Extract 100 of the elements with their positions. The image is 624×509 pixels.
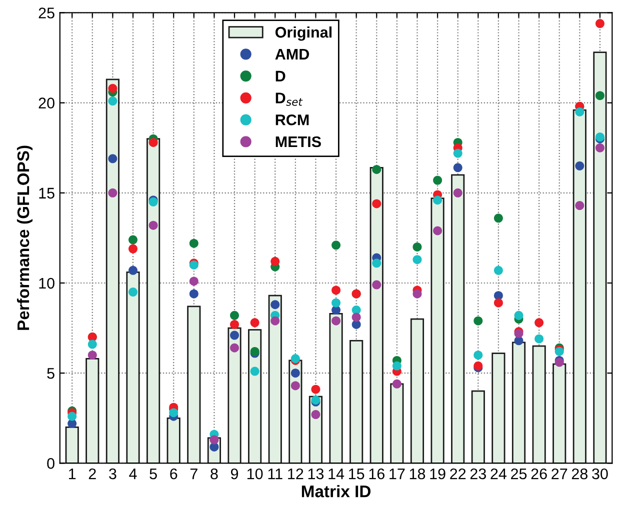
point [494,298,503,308]
x-tick-label: 25 [511,468,527,480]
x-tick-label: 6 [170,468,178,480]
legend-label: D$_{set}$ [276,92,303,106]
x-tick-label: 10 [247,468,263,480]
y-tick-label: 0 [47,458,54,469]
x-tick-label: 16 [369,468,384,480]
bar [126,272,140,464]
point [352,312,361,322]
point [290,381,300,390]
bar [187,306,201,464]
point [372,199,382,208]
y-tick-label: 10 [39,278,54,289]
bar [512,342,526,464]
x-tick-label: 2 [88,468,96,480]
point [453,188,462,198]
x-tick-label: 11 [268,468,282,480]
point [189,289,198,298]
point [210,435,219,444]
point [108,84,118,93]
bar [65,426,79,464]
bar [86,358,100,464]
x-tick-label: 28 [572,468,588,480]
point [230,310,240,320]
point [230,343,240,352]
point [433,196,442,205]
x-tick-label: 27 [552,468,568,480]
point [474,350,483,360]
x-tick-label: 5 [150,468,157,480]
x-tick-label: 22 [450,468,466,480]
point [250,366,260,376]
point [189,276,198,286]
bar [228,327,242,464]
point [108,154,118,164]
point [494,266,503,275]
point [332,316,341,326]
y-tick-label: 20 [38,98,54,109]
point [230,330,240,340]
x-tick-label: 18 [410,468,426,480]
point [270,300,280,310]
bar [248,329,262,464]
point [128,288,138,297]
point [148,138,158,147]
point [169,408,178,418]
x-tick-label: 24 [490,468,506,480]
point [290,368,300,378]
point [250,318,260,328]
point [575,107,584,116]
point [372,280,382,290]
y-tick-label: 5 [47,368,54,379]
point [575,201,584,210]
bar [268,294,282,464]
point [128,266,138,275]
point [270,316,280,326]
bar [471,390,485,464]
x-tick-label: 4 [129,468,137,480]
legend-label: RCM [276,114,309,126]
x-tick-label: 19 [430,468,446,480]
point [148,220,158,230]
point [311,410,320,420]
legend-label: Original [275,26,332,41]
point [433,176,442,185]
y-axis-title: Performance (GFLOPS) [16,146,32,330]
bar [166,417,180,464]
point [595,19,604,28]
point [332,298,341,308]
point [433,226,442,236]
point [595,91,604,100]
bar [329,312,343,464]
point [68,412,77,421]
point [88,350,97,360]
point [392,361,402,370]
x-tick-label: 7 [190,468,198,480]
point [575,161,584,170]
bar [146,138,160,464]
point [595,143,604,152]
bar [350,340,364,464]
point [453,148,462,158]
point [372,258,382,268]
bar [106,78,120,464]
point [311,384,320,394]
point [534,334,544,344]
point [332,286,341,295]
point [128,244,138,254]
point [514,310,524,320]
bar [451,174,465,464]
bar [572,109,586,464]
x-tick-label: 30 [592,468,608,480]
y-tick-label: 25 [38,8,54,18]
point [128,235,138,244]
bar [532,345,546,464]
point [189,238,198,248]
x-tick-label: 9 [230,468,238,480]
point [108,96,118,106]
point [453,163,462,172]
x-tick-label: 8 [210,468,218,480]
x-tick-label: 23 [470,468,486,480]
y-tick-label: 15 [39,188,54,199]
point [230,320,240,329]
point [392,379,402,388]
